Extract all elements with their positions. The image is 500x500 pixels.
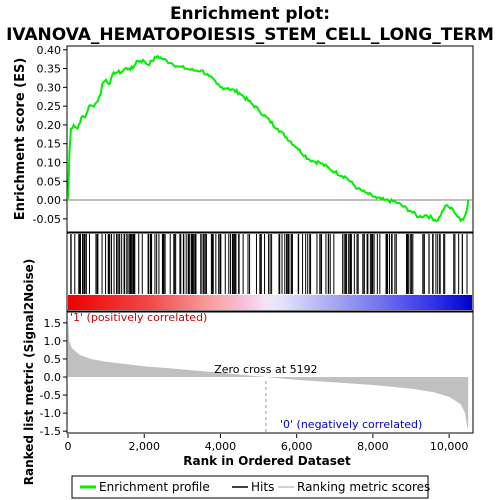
es-panel-frame: [66, 45, 474, 233]
metric-y-tick-label: 0.0: [44, 371, 62, 384]
es-y-tick-label: 0.35: [37, 63, 62, 76]
es-y-tick-label: 0.05: [37, 175, 62, 188]
x-tick-label: 0: [65, 440, 72, 453]
metric-y-tick-label: -1.0: [40, 407, 61, 420]
es-y-tick-label: 0.20: [37, 119, 62, 132]
ranking-heatmap-bar: [68, 295, 472, 310]
es-y-tick-label: 0.15: [37, 138, 62, 151]
legend: Enrichment profile Hits Ranking metric s…: [71, 475, 430, 499]
positive-correlation-label: '1' (positively correlated): [70, 311, 207, 324]
legend-metric-label: Ranking metric scores: [297, 480, 430, 494]
chart-title-line1: Enrichment plot:: [170, 4, 330, 24]
es-y-tick-label: 0.40: [37, 44, 62, 57]
metric-y-tick-label: 0.5: [44, 353, 62, 366]
metric-y-tick-label: -1.5: [40, 425, 61, 438]
es-panel: 0.40 0.35 0.30 0.25 0.20 0.15 0.10 0.05 0.00 -0.0…: [13, 44, 474, 233]
hits-panel: [66, 232, 474, 312]
chart-title-line2: IVANOVA_HEMATOPOIESIS_STEM_CELL_LONG_TER…: [6, 25, 494, 45]
negative-correlation-label: '0' (negatively correlated): [280, 418, 422, 431]
es-y-axis-label: Enrichment score (ES): [13, 58, 28, 221]
metric-panel: 1.5 1.0 0.5 0.0 -0.5 -1.0 -1.5 Zero cross at 5…: [22, 259, 474, 486]
es-y-tick-label: 0.30: [37, 81, 62, 94]
x-tick-label: 4,000: [205, 440, 237, 453]
legend-enrichment-label: Enrichment profile: [99, 480, 210, 494]
es-y-tick-label: 0.10: [37, 156, 62, 169]
x-tick-label: 6,000: [281, 440, 313, 453]
metric-y-tick-label: 1.5: [44, 317, 62, 330]
metric-y-axis-label: Ranked list metric (Signal2Noise): [22, 259, 36, 486]
es-y-tick-label: 0.00: [37, 194, 62, 207]
metric-y-tick-label: 1.0: [44, 335, 62, 348]
zero-cross-label: Zero cross at 5192: [214, 363, 317, 376]
es-y-tick-label: 0.25: [37, 100, 62, 113]
x-tick-label: 10,000: [430, 440, 469, 453]
enrichment-profile-line: [67, 54, 470, 223]
metric-y-tick-label: -0.5: [40, 389, 61, 402]
legend-frame: [71, 475, 429, 499]
x-tick-label: 8,000: [357, 440, 389, 453]
es-y-tick-label: -0.05: [33, 213, 61, 226]
x-tick-label: 2,000: [128, 440, 160, 453]
x-axis-label: Rank in Ordered Dataset: [183, 454, 351, 468]
ranking-metric-area: [68, 315, 469, 428]
legend-hits-label: Hits: [251, 480, 274, 494]
